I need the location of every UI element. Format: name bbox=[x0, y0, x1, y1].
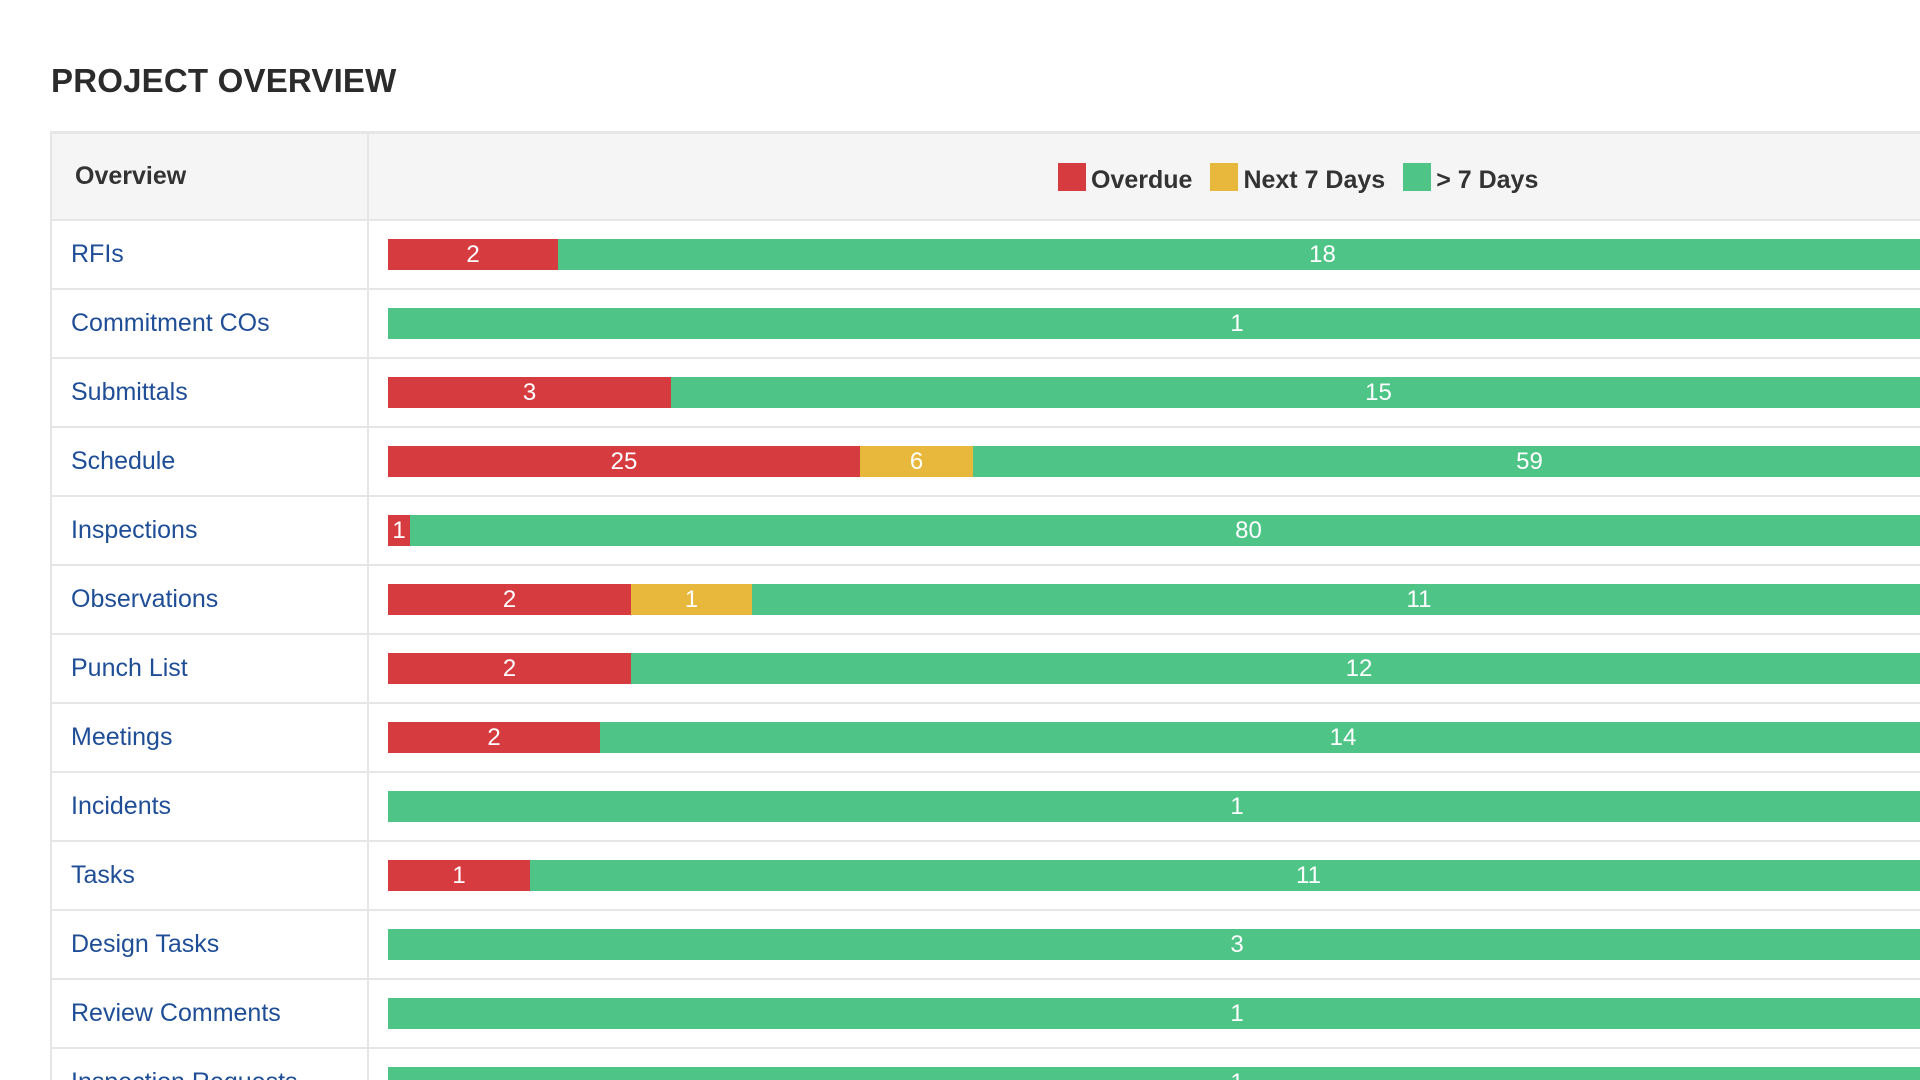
bar-segment-more-than-7-days[interactable]: 1 bbox=[388, 998, 1920, 1029]
table-row: RFIs 2 18 bbox=[52, 221, 1920, 290]
stacked-bar: 1 bbox=[388, 791, 1920, 822]
bar-segment-more-than-7-days[interactable]: 1 bbox=[388, 308, 1920, 339]
bar-segment-more-than-7-days[interactable]: 3 bbox=[388, 929, 1920, 960]
bar-segment-more-than-7-days[interactable]: 11 bbox=[530, 860, 1920, 891]
stacked-bar: 1 80 bbox=[388, 515, 1920, 546]
stacked-bar: 3 15 bbox=[388, 377, 1920, 408]
legend-item-overdue[interactable]: Overdue bbox=[1058, 163, 1193, 195]
bar-segment-overdue[interactable]: 2 bbox=[388, 653, 631, 684]
stacked-bar: 25 6 59 bbox=[388, 446, 1920, 477]
bar-segment-overdue[interactable]: 25 bbox=[388, 446, 860, 477]
table-row: Inspection Requests 1 bbox=[52, 1049, 1920, 1080]
bar-segment-overdue[interactable]: 2 bbox=[388, 239, 558, 270]
overview-column-header: Overview bbox=[75, 162, 187, 190]
stacked-bar: 2 18 bbox=[388, 239, 1920, 270]
stacked-bar: 1 bbox=[388, 998, 1920, 1029]
column-divider bbox=[367, 134, 369, 1080]
bar-segment-more-than-7-days[interactable]: 80 bbox=[410, 515, 1920, 546]
legend-item-next-7-days[interactable]: Next 7 Days bbox=[1210, 163, 1386, 195]
stacked-bar: 1 bbox=[388, 1067, 1920, 1080]
row-label-link[interactable]: Inspections bbox=[71, 516, 198, 544]
legend-swatch-overdue bbox=[1058, 163, 1086, 191]
bar-segment-more-than-7-days[interactable]: 1 bbox=[388, 791, 1920, 822]
table-row: Punch List 2 12 bbox=[52, 635, 1920, 704]
stacked-bar: 2 12 bbox=[388, 653, 1920, 684]
bar-segment-more-than-7-days[interactable]: 11 bbox=[752, 584, 1920, 615]
row-label-link[interactable]: Submittals bbox=[71, 378, 188, 406]
row-label-link[interactable]: Design Tasks bbox=[71, 930, 220, 958]
bar-segment-overdue[interactable]: 2 bbox=[388, 584, 631, 615]
table-row: Incidents 1 bbox=[52, 773, 1920, 842]
overview-rows: RFIs 2 18 Commitment COs 1 Submittals 3 15 Sched… bbox=[52, 221, 1920, 1080]
bar-segment-more-than-7-days[interactable]: 59 bbox=[973, 446, 1920, 477]
overview-panel: Overview Overdue Next 7 Days > 7 Days RFIs… bbox=[50, 131, 1920, 1080]
bar-segment-next-7-days[interactable]: 6 bbox=[860, 446, 973, 477]
stacked-bar: 2 14 bbox=[388, 722, 1920, 753]
table-row: Commitment COs 1 bbox=[52, 290, 1920, 359]
bar-segment-more-than-7-days[interactable]: 1 bbox=[388, 1067, 1920, 1080]
row-label-link[interactable]: Inspection Requests bbox=[71, 1049, 298, 1080]
stacked-bar: 2 1 11 bbox=[388, 584, 1920, 615]
stacked-bar: 3 bbox=[388, 929, 1920, 960]
row-label-link[interactable]: Commitment COs bbox=[71, 309, 270, 337]
stacked-bar: 1 bbox=[388, 308, 1920, 339]
table-row: Schedule 25 6 59 bbox=[52, 428, 1920, 497]
bar-segment-overdue[interactable]: 1 bbox=[388, 860, 530, 891]
row-label-link[interactable]: Punch List bbox=[71, 654, 188, 682]
row-label-link[interactable]: Meetings bbox=[71, 723, 173, 751]
table-row: Tasks 1 11 bbox=[52, 842, 1920, 911]
chart-legend: Overdue Next 7 Days > 7 Days bbox=[1058, 163, 1556, 196]
panel-header: Overview Overdue Next 7 Days > 7 Days bbox=[52, 134, 1920, 221]
bar-segment-more-than-7-days[interactable]: 12 bbox=[631, 653, 1920, 684]
legend-item-more-than-7-days[interactable]: > 7 Days bbox=[1403, 163, 1539, 195]
bar-segment-more-than-7-days[interactable]: 14 bbox=[600, 722, 1920, 753]
table-row: Inspections 1 80 bbox=[52, 497, 1920, 566]
table-row: Submittals 3 15 bbox=[52, 359, 1920, 428]
legend-swatch-next-7-days bbox=[1210, 163, 1239, 191]
table-row: Observations 2 1 11 bbox=[52, 566, 1920, 635]
row-label-link[interactable]: Tasks bbox=[71, 861, 135, 889]
row-label-link[interactable]: Observations bbox=[71, 585, 219, 613]
row-label-link[interactable]: Schedule bbox=[71, 447, 176, 475]
bar-segment-more-than-7-days[interactable]: 18 bbox=[558, 239, 1920, 270]
legend-label: Overdue bbox=[1091, 165, 1193, 194]
table-row: Meetings 2 14 bbox=[52, 704, 1920, 773]
legend-swatch-more-than-7-days bbox=[1403, 163, 1432, 191]
legend-label: Next 7 Days bbox=[1243, 165, 1386, 194]
row-label-link[interactable]: Incidents bbox=[71, 792, 172, 820]
row-label-link[interactable]: RFIs bbox=[71, 240, 124, 268]
bar-segment-overdue[interactable]: 3 bbox=[388, 377, 671, 408]
table-row: Review Comments 1 bbox=[52, 980, 1920, 1049]
page-title: PROJECT OVERVIEW bbox=[51, 62, 397, 99]
bar-segment-overdue[interactable]: 1 bbox=[388, 515, 410, 546]
stacked-bar: 1 11 bbox=[388, 860, 1920, 891]
bar-segment-overdue[interactable]: 2 bbox=[388, 722, 600, 753]
row-label-link[interactable]: Review Comments bbox=[71, 999, 281, 1027]
bar-segment-more-than-7-days[interactable]: 15 bbox=[671, 377, 1920, 408]
bar-segment-next-7-days[interactable]: 1 bbox=[631, 584, 752, 615]
table-row: Design Tasks 3 bbox=[52, 911, 1920, 980]
legend-label: > 7 Days bbox=[1436, 165, 1539, 194]
